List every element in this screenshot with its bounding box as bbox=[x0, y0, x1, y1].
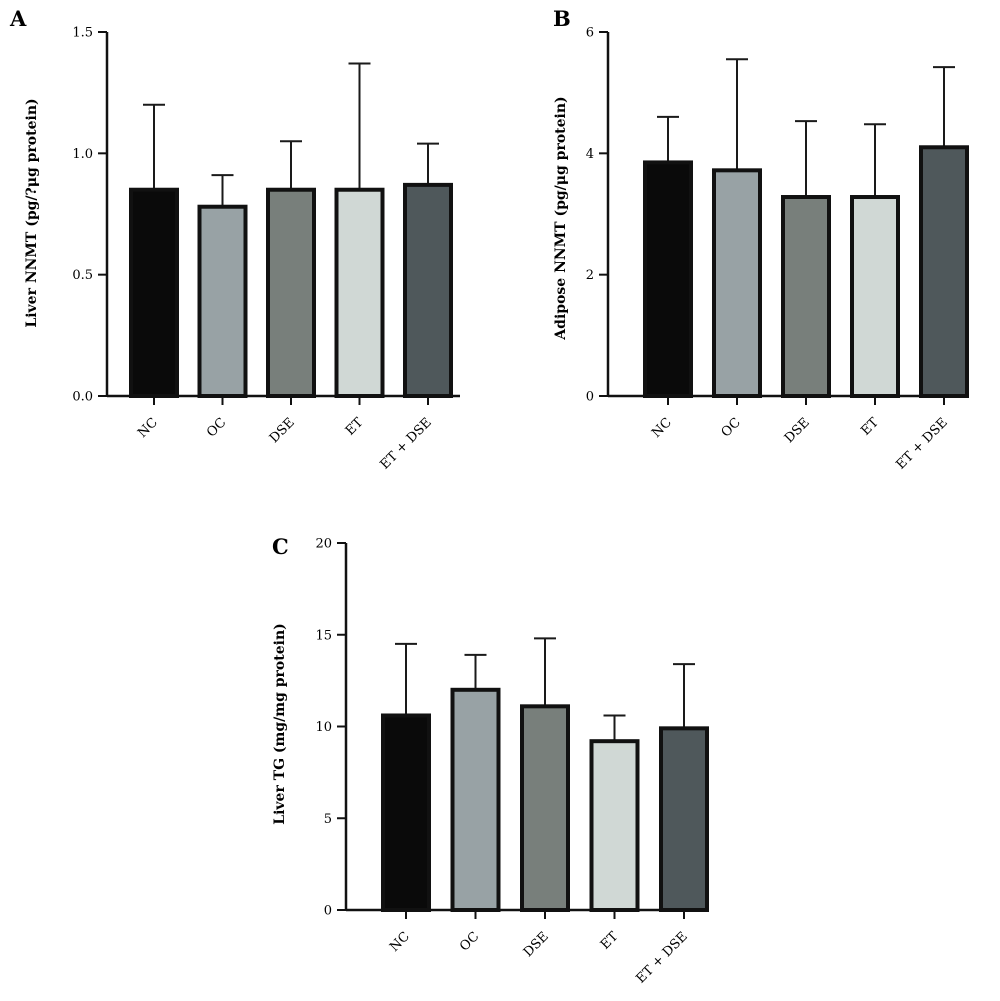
panel-b-bar bbox=[643, 160, 693, 398]
panel-a-bar bbox=[403, 182, 453, 398]
panel-c-category-label: OC bbox=[457, 929, 482, 954]
panel-b-ytick-label: 0 bbox=[586, 390, 594, 405]
panel-b-category-label: ET + DSE bbox=[893, 415, 950, 472]
panel-a-category-label: DSE bbox=[267, 415, 298, 446]
panel-a-category-label: ET + DSE bbox=[377, 415, 434, 472]
panel-a: A Liver NNMT (pg/?μg protein) 0.0 0.5 1.0 1… bbox=[9, 6, 460, 473]
panel-b: B Adipose NNMT (pg/μg protein) 0 2 4 6 NC OC D… bbox=[553, 6, 969, 473]
panel-c-letter: C bbox=[272, 534, 289, 559]
panel-b-category-label: OC bbox=[719, 415, 744, 440]
panel-c-category-label: NC bbox=[387, 929, 413, 955]
panel-a-bar bbox=[266, 187, 316, 398]
panel-c-bar bbox=[589, 739, 640, 912]
panel-b-ytick-label: 6 bbox=[586, 26, 594, 41]
panel-b-bar bbox=[850, 195, 900, 398]
panel-c-category-label: DSE bbox=[521, 929, 552, 960]
panel-b-ytick-label: 4 bbox=[586, 147, 594, 162]
panel-c-category-label: ET + DSE bbox=[633, 929, 690, 986]
panel-c-bar bbox=[659, 726, 709, 913]
panel-a-letter: A bbox=[9, 6, 27, 31]
panel-c-bar bbox=[520, 704, 570, 912]
panel-a-bar bbox=[334, 187, 385, 398]
panel-b-letter: B bbox=[553, 6, 571, 31]
panel-a-ytick-label: 0.5 bbox=[72, 268, 93, 283]
panel-c-ytick-label: 10 bbox=[315, 720, 332, 735]
panel-a-ytick-label: 1.5 bbox=[72, 26, 93, 41]
panel-a-category-label: ET bbox=[343, 415, 367, 439]
panel-b-bar bbox=[919, 145, 969, 398]
panel-b-bar bbox=[712, 168, 762, 398]
panel-b-bar bbox=[781, 195, 831, 398]
panel-b-category-label: NC bbox=[649, 415, 675, 441]
panel-c-ytick-label: 5 bbox=[324, 812, 332, 827]
panel-c-ylabel: Liver TG (mg/mg protein) bbox=[272, 623, 288, 825]
panel-b-category-label: ET bbox=[858, 415, 882, 439]
panel-c-ytick-label: 20 bbox=[315, 537, 332, 552]
panel-a-bar bbox=[129, 187, 179, 398]
panel-a-ylabel: Liver NNMT (pg/?μg protein) bbox=[24, 98, 40, 327]
panel-b-category-label: DSE bbox=[782, 415, 813, 446]
panel-a-category-label: OC bbox=[204, 415, 229, 440]
panel-c: C Liver TG (mg/mg protein) 0 5 10 15 20 NC OC D… bbox=[272, 534, 709, 987]
panel-b-ytick-label: 2 bbox=[586, 268, 594, 283]
panel-c-ytick-label: 15 bbox=[315, 628, 332, 643]
panel-c-ytick-label: 0 bbox=[324, 904, 332, 919]
panel-a-ytick-label: 1.0 bbox=[72, 147, 93, 162]
panel-a-bar bbox=[197, 204, 248, 398]
panel-b-ylabel: Adipose NNMT (pg/μg protein) bbox=[553, 96, 569, 340]
panel-c-bar bbox=[381, 713, 431, 912]
panel-c-category-label: ET bbox=[598, 929, 622, 953]
panel-a-ytick-label: 0.0 bbox=[72, 390, 93, 405]
panel-a-category-label: NC bbox=[135, 415, 161, 441]
panel-c-bar bbox=[450, 687, 501, 912]
